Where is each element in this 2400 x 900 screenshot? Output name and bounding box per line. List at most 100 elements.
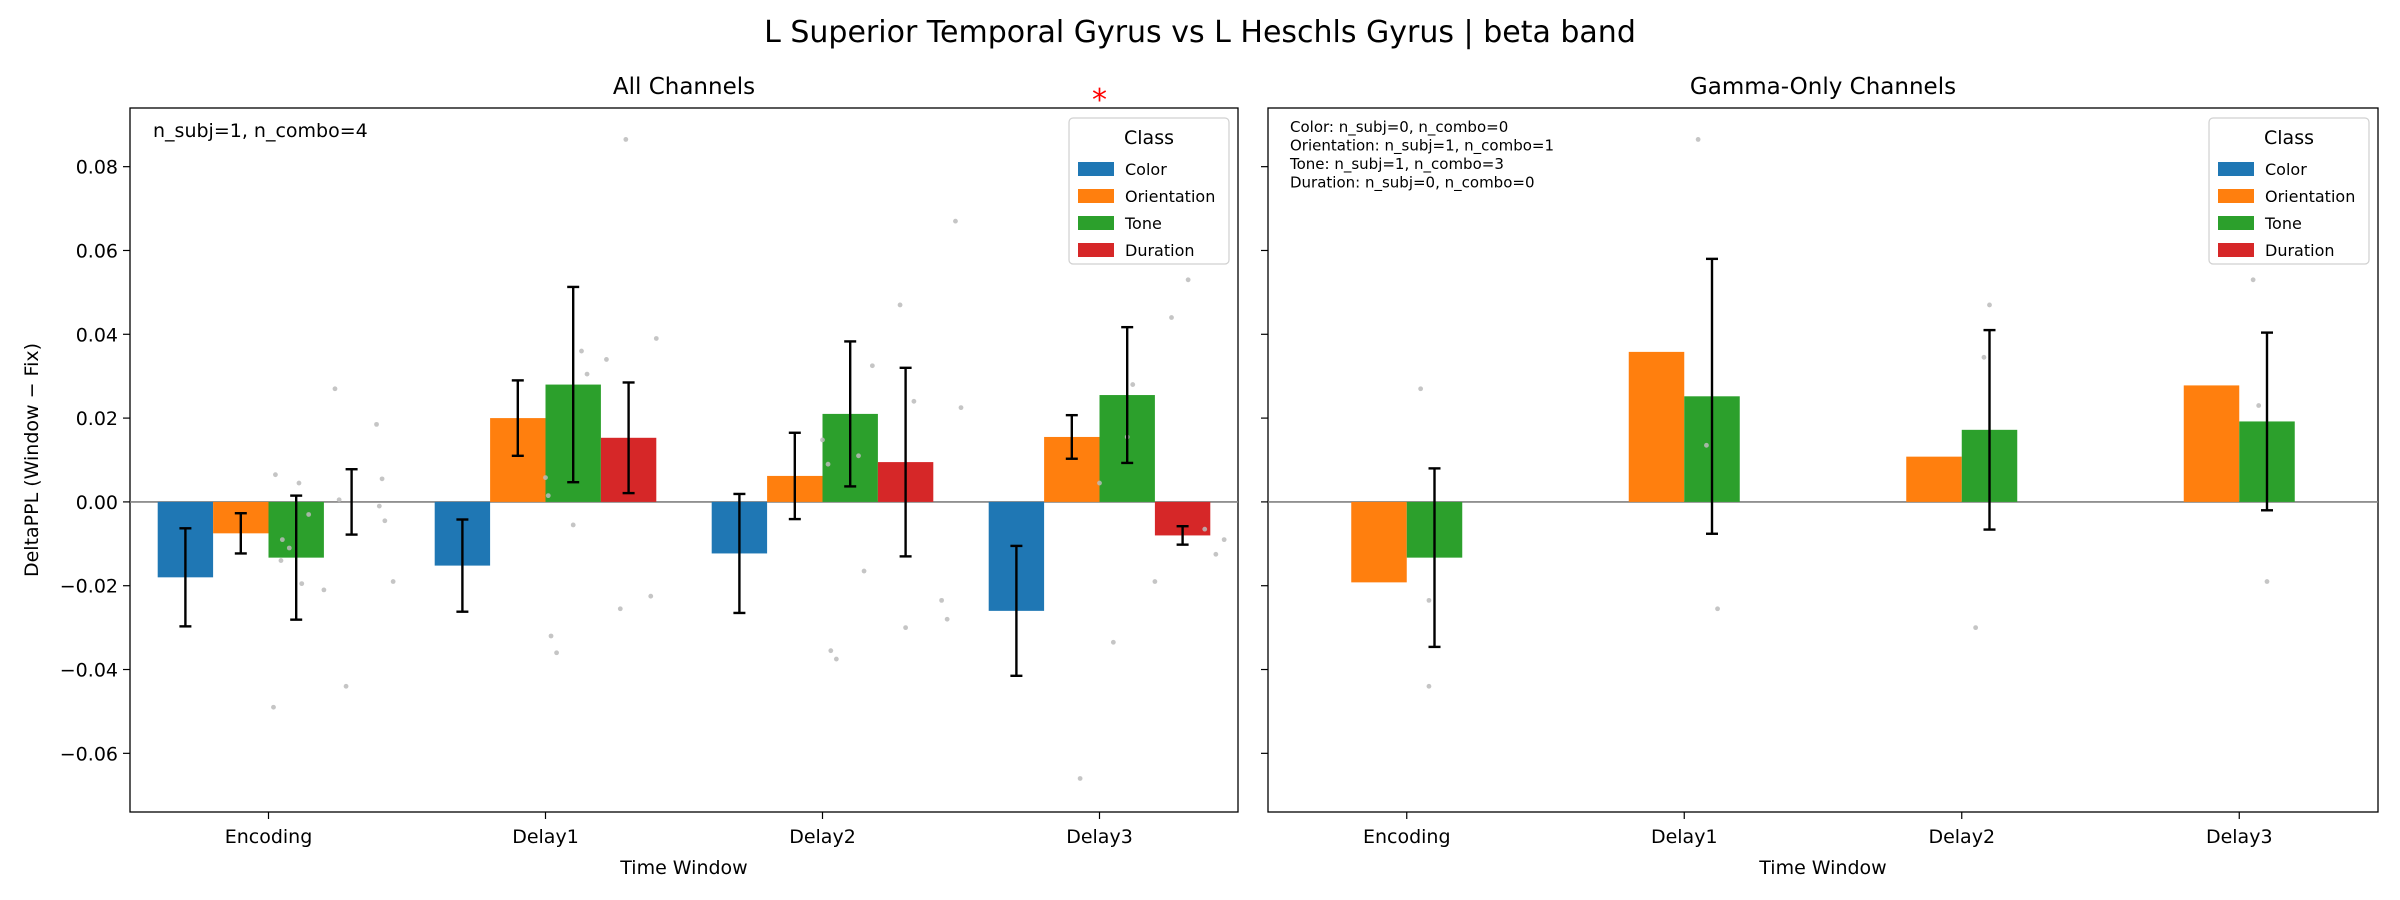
error-bar-duration-delay1 bbox=[622, 381, 635, 495]
data-point bbox=[911, 398, 917, 404]
data-point bbox=[332, 386, 338, 392]
data-point bbox=[584, 371, 590, 377]
legend-swatch-duration bbox=[1078, 243, 1114, 257]
data-point bbox=[278, 558, 284, 563]
data-point bbox=[554, 650, 559, 656]
y-tick-label: 0.02 bbox=[76, 408, 118, 430]
data-point bbox=[825, 461, 831, 467]
data-point bbox=[856, 453, 861, 459]
data-point bbox=[271, 704, 276, 710]
data-point bbox=[1426, 597, 1432, 603]
data-point bbox=[604, 357, 609, 362]
y-tick-label: 0.00 bbox=[76, 492, 118, 514]
bar-orientation-delay3 bbox=[2183, 385, 2240, 502]
annotation-text: Orientation: n_subj=1, n_combo=1 bbox=[1290, 137, 1554, 156]
error-bar-orientation-encoding bbox=[234, 512, 247, 555]
data-point bbox=[1704, 442, 1709, 448]
legend: Class Color Orientation Tone Duration bbox=[2208, 117, 2370, 265]
legend-label-color: Color bbox=[1125, 160, 1167, 179]
data-point bbox=[1695, 137, 1701, 142]
data-point bbox=[833, 656, 839, 662]
data-point bbox=[2256, 403, 2262, 408]
chart-panel-1: −0.06 −0.04 −0.02 0.00 0.02 0.04 0.06 0.08 Encod… bbox=[21, 74, 1239, 879]
error-bar-tone-encoding bbox=[1428, 467, 1441, 649]
data-point bbox=[279, 537, 285, 543]
data-point bbox=[617, 606, 623, 612]
error-bar-color-delay2 bbox=[733, 492, 746, 615]
error-bar-tone-delay3 bbox=[2261, 331, 2273, 512]
significance-marker: * bbox=[1092, 83, 1107, 118]
annotation-text: n_subj=1, n_combo=4 bbox=[153, 120, 368, 142]
y-tick-label: 0.06 bbox=[76, 240, 118, 262]
legend-title: Class bbox=[2264, 127, 2314, 149]
data-point bbox=[1987, 302, 1992, 308]
error-bar-orientation-delay3 bbox=[1065, 413, 1078, 460]
annotation-text: Color: n_subj=0, n_combo=0 bbox=[1290, 118, 1508, 137]
annotation-text: Duration: n_subj=0, n_combo=0 bbox=[1290, 174, 1535, 193]
legend-label-orientation: Orientation bbox=[2265, 187, 2355, 206]
data-point bbox=[390, 579, 396, 584]
legend-swatch-tone bbox=[1078, 216, 1114, 230]
y-tick-label: 0.08 bbox=[76, 157, 118, 179]
legend-swatch-tone bbox=[2218, 216, 2254, 230]
legend: Class Color Orientation Tone Duration bbox=[1068, 117, 1230, 265]
legend-title: Class bbox=[1124, 127, 1174, 149]
data-point bbox=[543, 475, 548, 480]
x-tick-label: Encoding bbox=[225, 826, 313, 848]
y-tick-label: −0.02 bbox=[60, 576, 118, 598]
error-bar-tone-delay2 bbox=[1983, 328, 1996, 531]
error-bar-orientation-delay2 bbox=[788, 431, 801, 521]
axes-frame bbox=[1267, 107, 2379, 813]
x-tick-label: Encoding bbox=[1363, 826, 1451, 848]
data-point bbox=[382, 518, 388, 524]
legend-label-color: Color bbox=[2265, 160, 2307, 179]
data-point bbox=[379, 476, 385, 482]
legend-label-tone: Tone bbox=[1124, 214, 1162, 233]
legend-label-orientation: Orientation bbox=[1125, 187, 1215, 206]
data-point bbox=[1152, 579, 1158, 584]
chart-panels: −0.06 −0.04 −0.02 0.00 0.02 0.04 0.06 0.08 Encod… bbox=[21, 74, 2379, 879]
data-point bbox=[548, 633, 554, 639]
data-point bbox=[376, 503, 382, 509]
legend-swatch-color bbox=[2218, 162, 2254, 176]
error-bar-tone-delay1 bbox=[567, 285, 580, 484]
data-point bbox=[897, 302, 903, 308]
legend-swatch-orientation bbox=[2218, 189, 2254, 203]
legend-label-duration: Duration bbox=[2265, 241, 2335, 260]
y-tick-label: −0.04 bbox=[60, 660, 118, 682]
data-point bbox=[820, 437, 825, 443]
data-point bbox=[953, 218, 958, 224]
data-point bbox=[2250, 277, 2256, 283]
data-point bbox=[869, 363, 875, 369]
error-bar-duration-encoding bbox=[345, 468, 358, 536]
data-point bbox=[570, 522, 576, 528]
error-bar-color-encoding bbox=[179, 527, 192, 628]
legend-swatch-orientation bbox=[1078, 189, 1114, 203]
data-point bbox=[296, 480, 302, 486]
legend-label-tone: Tone bbox=[2264, 214, 2302, 233]
bar-orientation-delay1 bbox=[1628, 351, 1685, 502]
error-bar-duration-delay2 bbox=[899, 366, 912, 558]
data-point bbox=[939, 597, 945, 603]
data-point bbox=[828, 648, 834, 654]
data-point bbox=[306, 512, 312, 517]
data-point bbox=[1418, 386, 1424, 392]
data-point bbox=[1426, 683, 1432, 689]
error-bar-tone-delay3 bbox=[1121, 325, 1134, 465]
data-point bbox=[343, 683, 349, 689]
data-point bbox=[336, 497, 342, 503]
data-point bbox=[321, 587, 327, 593]
data-point bbox=[1097, 480, 1102, 486]
x-tick-label: Delay3 bbox=[2206, 826, 2273, 848]
data-point bbox=[2264, 579, 2270, 584]
x-tick-label: Delay2 bbox=[789, 826, 856, 848]
x-tick-label: Delay2 bbox=[1928, 826, 1995, 848]
data-point bbox=[1715, 606, 1720, 612]
legend-swatch-duration bbox=[2218, 243, 2254, 257]
error-bar-color-delay3 bbox=[1010, 544, 1023, 678]
data-point bbox=[1169, 315, 1174, 320]
data-point bbox=[286, 545, 292, 551]
data-point bbox=[545, 493, 551, 499]
data-point bbox=[1077, 776, 1083, 781]
